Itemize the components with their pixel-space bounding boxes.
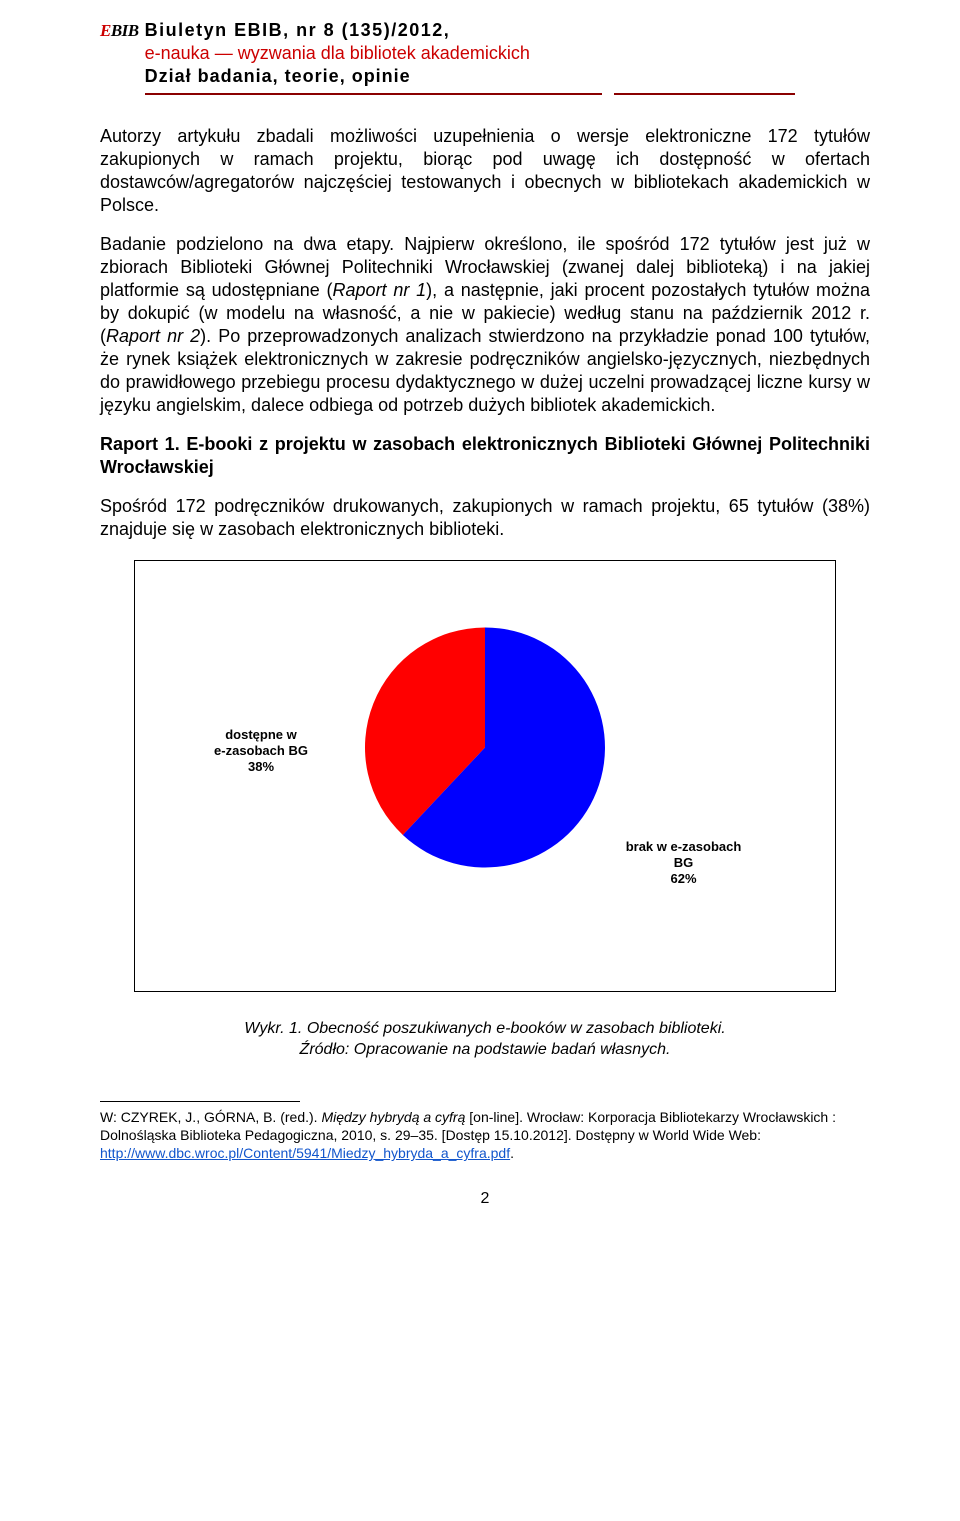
document-body: Autorzy artykułu zbadali możliwości uzup… [100, 125, 870, 542]
pie-label-available: dostępne we-zasobach BG38% [201, 727, 321, 776]
p2-c: ). Po przeprowadzonych analizach stwierd… [100, 326, 870, 415]
footnote: W: CZYREK, J., GÓRNA, B. (red.). Między … [100, 1108, 870, 1163]
footnote-c: . [510, 1145, 514, 1161]
paragraph-2: Badanie podzielono na dwa etapy. Najpier… [100, 233, 870, 417]
logo-rest: BIB [111, 21, 139, 40]
rule-long [145, 93, 602, 95]
footnote-a: W: CZYREK, J., GÓRNA, B. (red.). [100, 1109, 321, 1125]
p2-em1: Raport nr 1 [333, 280, 427, 300]
header-subtitle: e-nauka — wyzwania dla bibliotek akademi… [145, 43, 870, 64]
header-rules [145, 93, 870, 95]
header-title: Biuletyn EBIB, nr 8 (135)/2012, [145, 20, 870, 41]
ebib-logo: EBIB [100, 21, 139, 41]
page-number: 2 [100, 1190, 870, 1208]
footnote-em: Między hybrydą a cyfrą [321, 1109, 465, 1125]
header-section: Dział badania, teorie, opinie [145, 66, 870, 87]
footnote-rule [100, 1101, 300, 1102]
caption-line1: Wykr. 1. Obecność poszukiwanych e-booków… [244, 1020, 725, 1037]
caption-line2: Źródło: Opracowanie na podstawie badań w… [300, 1041, 671, 1058]
rule-short [614, 93, 795, 95]
footnote-link[interactable]: http://www.dbc.wroc.pl/Content/5941/Mied… [100, 1145, 510, 1161]
header-text-block: Biuletyn EBIB, nr 8 (135)/2012, e-nauka … [145, 20, 870, 125]
paragraph-1: Autorzy artykułu zbadali możliwości uzup… [100, 125, 870, 217]
p2-em2: Raport nr 2 [106, 326, 200, 346]
logo-e: E [100, 21, 111, 40]
pie-label-missing: brak w e-zasobachBG62% [611, 839, 756, 888]
paragraph-3-heading: Raport 1. E-booki z projektu w zasobach … [100, 433, 870, 479]
pie-chart-frame: dostępne we-zasobach BG38% brak w e-zaso… [134, 560, 836, 992]
chart-caption: Wykr. 1. Obecność poszukiwanych e-booków… [100, 1018, 870, 1061]
pie-svg [355, 617, 615, 877]
pie-chart [355, 617, 615, 882]
page: EBIB Biuletyn EBIB, nr 8 (135)/2012, e-n… [0, 0, 960, 1248]
paragraph-4: Spośród 172 podręczników drukowanych, za… [100, 495, 870, 541]
publication-header: EBIB Biuletyn EBIB, nr 8 (135)/2012, e-n… [100, 20, 870, 125]
